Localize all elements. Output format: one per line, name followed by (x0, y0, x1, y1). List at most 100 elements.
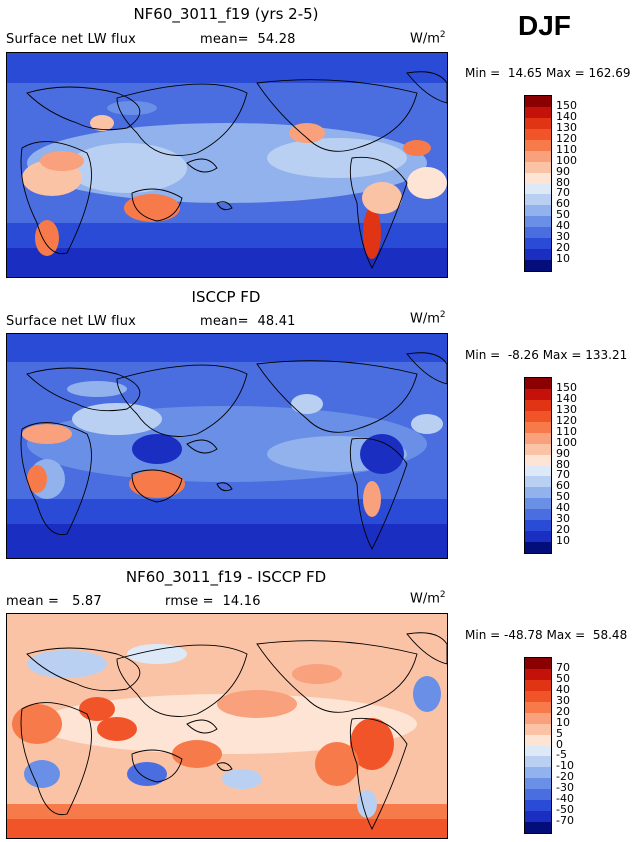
colorbar-label: 50 (556, 490, 570, 504)
colorbar-swatch (525, 432, 551, 444)
colorbar-label: 150 (556, 380, 577, 394)
colorbar-label: -30 (556, 781, 574, 795)
panel2-title: ISCCP FD (191, 288, 261, 306)
colorbar-label: 80 (556, 457, 570, 471)
colorbar-swatch (525, 679, 551, 691)
colorbar-swatch (525, 542, 551, 553)
colorbar-label: 80 (556, 175, 570, 189)
colorbar-label: 130 (556, 402, 577, 416)
panel3-colorbar (524, 657, 552, 834)
colorbar-swatch (525, 410, 551, 422)
colorbar-label: 10 (556, 534, 570, 548)
colorbar-swatch (525, 238, 551, 250)
colorbar-swatch (525, 822, 551, 833)
panel1-variable-label: Surface net LW flux (6, 32, 137, 47)
colorbar-label: 70 (556, 660, 570, 674)
colorbar-swatch (525, 150, 551, 162)
panel2-minmax: Min = -8.26 Max = 133.21 (465, 348, 628, 362)
colorbar-label: 20 (556, 241, 570, 255)
colorbar-label: 110 (556, 142, 577, 156)
colorbar-swatch (525, 96, 551, 107)
colorbar-swatch (525, 658, 551, 669)
colorbar-label: 90 (556, 446, 570, 460)
colorbar-label: 110 (556, 424, 577, 438)
colorbar-swatch (525, 690, 551, 702)
colorbar-label: 120 (556, 131, 577, 145)
colorbar-swatch (525, 183, 551, 195)
colorbar-label: 90 (556, 164, 570, 178)
panel1-units: W/m2 (410, 30, 446, 47)
colorbar-swatch (525, 734, 551, 746)
colorbar-swatch (525, 800, 551, 812)
colorbar-label: 130 (556, 120, 577, 134)
panel1-mean: mean= 54.28 (200, 32, 296, 47)
colorbar-swatch (525, 378, 551, 389)
colorbar-label: 60 (556, 479, 570, 493)
panel2-colorbar (524, 377, 552, 554)
panel1-title: NF60_3011_f19 (yrs 2-5) (133, 5, 319, 23)
colorbar-swatch (525, 498, 551, 510)
panel3-mean: mean = 5.87 (6, 594, 102, 609)
colorbar-label: 140 (556, 391, 577, 405)
colorbar-swatch (525, 701, 551, 713)
colorbar-swatch (525, 139, 551, 151)
panel3-map (6, 613, 448, 839)
panel1-minmax: Min = 14.65 Max = 162.69 (465, 66, 631, 80)
colorbar-swatch (525, 128, 551, 140)
colorbar-label: 40 (556, 682, 570, 696)
colorbar-swatch (525, 117, 551, 129)
colorbar-swatch (525, 668, 551, 680)
colorbar-swatch (525, 712, 551, 724)
colorbar-label: 20 (556, 523, 570, 537)
colorbar-swatch (525, 723, 551, 735)
colorbar-swatch (525, 205, 551, 217)
colorbar-label: 60 (556, 197, 570, 211)
colorbar-swatch (525, 249, 551, 261)
panel2-variable-label: Surface net LW flux (6, 314, 137, 329)
colorbar-swatch (525, 454, 551, 466)
colorbar-label: 40 (556, 219, 570, 233)
colorbar-label: 50 (556, 208, 570, 222)
colorbar-label: 140 (556, 109, 577, 123)
colorbar-swatch (525, 767, 551, 779)
panel3-units: W/m2 (410, 590, 446, 607)
colorbar-label: -70 (556, 814, 574, 828)
colorbar-label: 20 (556, 704, 570, 718)
colorbar-swatch (525, 465, 551, 477)
colorbar-swatch (525, 745, 551, 757)
colorbar-label: 30 (556, 512, 570, 526)
panel3-minmax: Min = -48.78 Max = 58.48 (465, 628, 628, 642)
colorbar-swatch (525, 260, 551, 271)
colorbar-label: 100 (556, 153, 577, 167)
colorbar-swatch (525, 194, 551, 206)
colorbar-label: -20 (556, 770, 574, 784)
colorbar-swatch (525, 216, 551, 228)
panel2-units: W/m2 (410, 310, 446, 327)
colorbar-swatch (525, 172, 551, 184)
colorbar-swatch (525, 756, 551, 768)
colorbar-label: 30 (556, 230, 570, 244)
colorbar-swatch (525, 443, 551, 455)
panel2-map (6, 333, 448, 559)
colorbar-label: 10 (556, 252, 570, 266)
panel3-rmse: rmse = 14.16 (165, 594, 261, 609)
colorbar-label: -5 (556, 748, 567, 762)
colorbar-swatch (525, 789, 551, 801)
colorbar-label: 70 (556, 468, 570, 482)
colorbar-label: 0 (556, 737, 563, 751)
colorbar-label: -40 (556, 792, 574, 806)
panel1-map (6, 52, 448, 278)
colorbar-swatch (525, 476, 551, 488)
colorbar-swatch (525, 487, 551, 499)
colorbar-swatch (525, 421, 551, 433)
colorbar-swatch (525, 811, 551, 823)
season-label: DJF (518, 10, 571, 41)
colorbar-swatch (525, 388, 551, 400)
colorbar-label: 120 (556, 413, 577, 427)
colorbar-label: 100 (556, 435, 577, 449)
panel3-title: NF60_3011_f19 - ISCCP FD (125, 568, 327, 586)
colorbar-label: 40 (556, 501, 570, 515)
colorbar-label: 30 (556, 693, 570, 707)
colorbar-swatch (525, 520, 551, 532)
colorbar-swatch (525, 778, 551, 790)
